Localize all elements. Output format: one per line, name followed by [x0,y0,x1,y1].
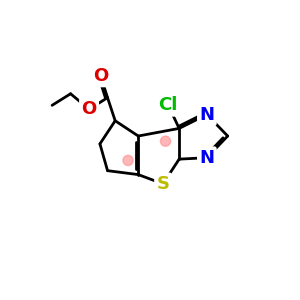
Text: O: O [81,100,97,118]
Text: O: O [93,67,108,85]
Text: O: O [93,67,108,85]
Text: S: S [157,175,169,193]
Text: N: N [200,149,214,167]
Text: N: N [200,106,214,124]
Circle shape [160,136,171,146]
Text: N: N [200,149,214,167]
Text: Cl: Cl [159,96,178,114]
Text: N: N [200,106,214,124]
Text: O: O [81,100,97,118]
Text: Cl: Cl [159,96,178,114]
Text: S: S [157,175,169,193]
Circle shape [123,155,133,166]
